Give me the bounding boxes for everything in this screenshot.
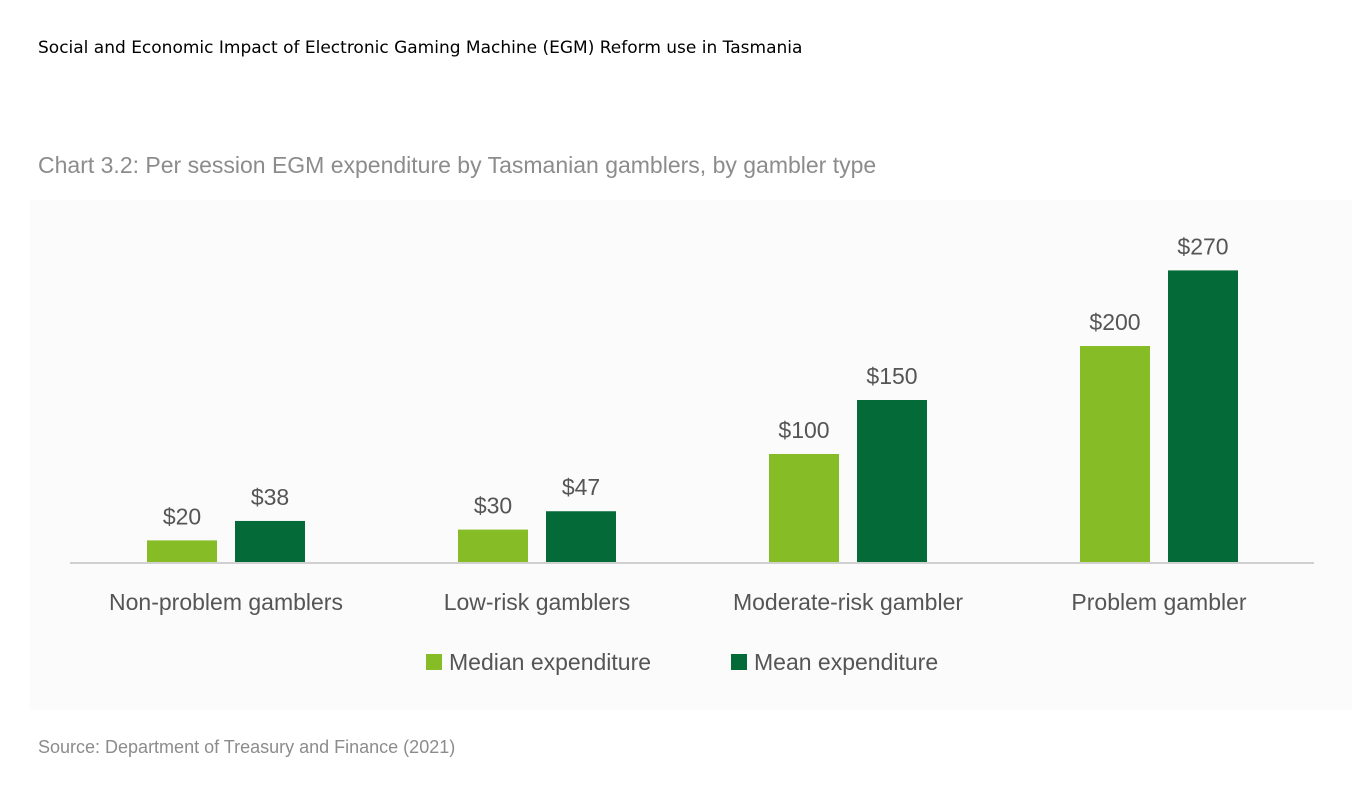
source-note: Source: Department of Treasury and Finan… [38,737,456,757]
chart-title: Chart 3.2: Per session EGM expenditure b… [38,152,877,178]
bar [1168,270,1238,562]
data-label: $150 [866,363,917,389]
data-label: $200 [1089,309,1140,335]
data-label: $47 [562,474,600,500]
category-label: Low-risk gamblers [444,589,631,615]
category-label: Problem gambler [1071,589,1246,615]
document-header: Social and Economic Impact of Electronic… [38,38,803,58]
bar [147,540,217,562]
chart-legend: Median expenditure Mean expenditure [426,649,938,675]
data-label: $38 [251,484,289,510]
value-labels-layer: $20 $38 $30 $47 $100 $150 $200 $270 [163,233,1229,529]
data-label: $20 [163,503,201,529]
legend-swatch [731,654,747,670]
category-label: Non-problem gamblers [109,589,343,615]
data-label: $30 [474,493,512,519]
legend-swatch [426,654,442,670]
legend-label: Mean expenditure [754,649,938,675]
bars-layer [147,270,1238,562]
bar [235,520,305,562]
bar [1080,346,1150,562]
bar [546,511,616,562]
data-label: $100 [778,417,829,443]
category-label: Moderate-risk gambler [733,589,963,615]
bar [458,529,528,562]
data-label: $270 [1177,233,1228,259]
bar [769,454,839,562]
bar [857,400,927,562]
category-labels-layer: Non-problem gamblers Low-risk gamblers Mod… [109,589,1247,615]
legend-label: Median expenditure [449,649,651,675]
